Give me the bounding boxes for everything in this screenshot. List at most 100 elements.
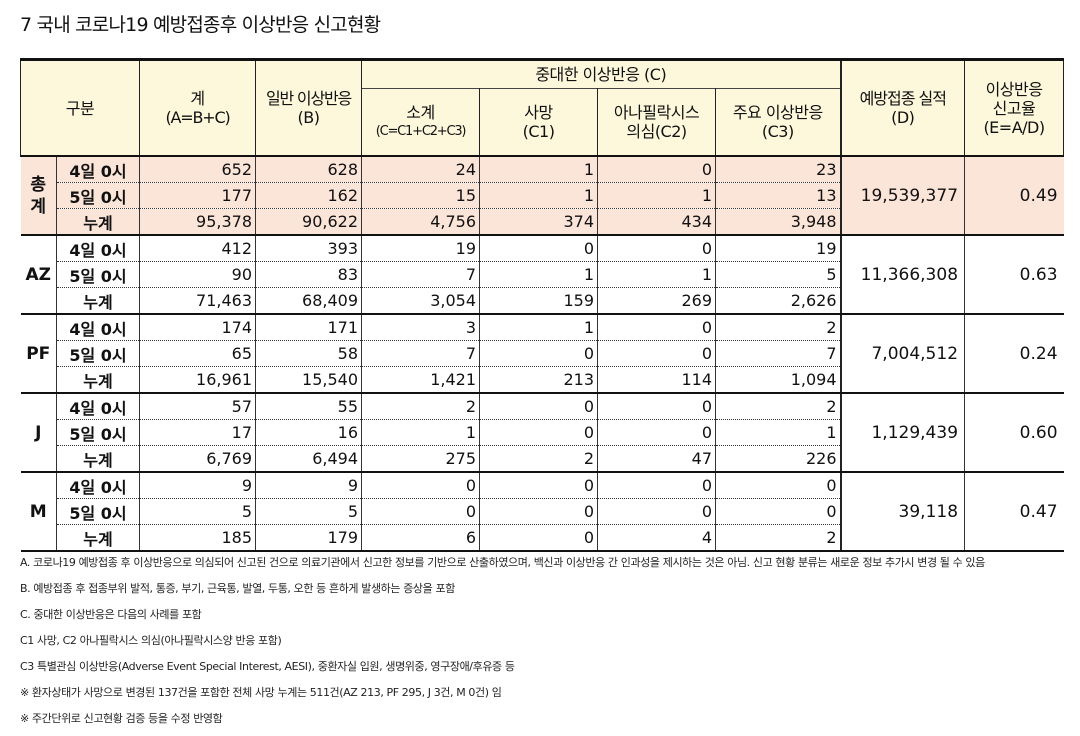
group-name: J [20, 393, 57, 473]
table-cell: 6,494 [255, 445, 362, 473]
header-anaphylaxis: 아나필락시스 의심(C2) [597, 88, 717, 157]
table-row: 누계 71,463 68,409 3,054 159 269 2,626 [21, 287, 1064, 315]
group-pf: PF 4일 0시 174 171 3 1 0 2 7,004,512 0.24 5일 0시 65 58 7… [20, 314, 1064, 394]
vaccination-count: 1,129,439 [839, 393, 965, 473]
adverse-event-table: 구분 계 (A=B+C) 일반 이상반응 (B) 중대한 이상반응 (C) 예방… [19, 58, 1065, 552]
table-cell: 15,540 [255, 366, 362, 394]
table-cell: 0 [597, 472, 716, 499]
row-label: 누계 [56, 524, 141, 552]
table-cell: 275 [361, 445, 480, 473]
table-cell: 174 [139, 314, 256, 341]
note-c: C. 중대한 이상반응은 다음의 사례를 포함 [20, 608, 202, 621]
header-subtotal: 소계 (C=C1+C2+C3) [361, 88, 481, 157]
table-cell: 0 [597, 156, 716, 183]
table-cell: 6,769 [139, 445, 256, 473]
row-label: 5일 0시 [56, 419, 141, 446]
table-cell: 1 [479, 261, 598, 288]
table-cell: 0 [479, 419, 598, 446]
table-cell: 269 [597, 287, 716, 315]
header-rate: 이상반응 신고율 (E=A/D) [964, 58, 1065, 157]
table-cell: 7 [715, 340, 841, 367]
table-cell: 412 [139, 235, 256, 262]
table-cell: 1,421 [361, 366, 480, 394]
table-cell: 3 [361, 314, 480, 341]
row-label: 5일 0시 [56, 498, 141, 525]
note-c1-c2: C1 사망, C2 아나필락시스 의심(아나필락시스양 반응 포함) [20, 634, 282, 647]
table-cell: 434 [597, 208, 716, 236]
table-cell: 628 [255, 156, 362, 183]
table-cell: 90 [139, 261, 256, 288]
header-death: 사망 (C1) [479, 88, 599, 157]
table-cell: 16,961 [139, 366, 256, 394]
table-cell: 65 [139, 340, 256, 367]
header-major: 주요 이상반응 (C3) [715, 88, 842, 157]
table-cell: 5 [715, 261, 841, 288]
table-cell: 68,409 [255, 287, 362, 315]
table-cell: 1 [715, 419, 841, 446]
page-title: 7 국내 코로나19 예방접종후 이상반응 신고현황 [20, 14, 381, 36]
table-cell: 0 [597, 314, 716, 341]
row-label: 누계 [56, 445, 141, 473]
table-cell: 0 [479, 524, 598, 552]
table-cell: 83 [255, 261, 362, 288]
table-cell: 177 [139, 182, 256, 209]
table-cell: 652 [139, 156, 256, 183]
table-cell: 226 [715, 445, 841, 473]
table-cell: 213 [479, 366, 598, 394]
row-label: 5일 0시 [56, 182, 141, 209]
header-total: 계 (A=B+C) [139, 58, 257, 157]
report-rate: 0.24 [964, 314, 1064, 394]
table-cell: 4 [597, 524, 716, 552]
report-rate: 0.63 [964, 235, 1064, 315]
group-name: M [20, 472, 57, 552]
table-cell: 1 [597, 182, 716, 209]
table-cell: 90,622 [255, 208, 362, 236]
group-name: AZ [20, 235, 57, 315]
table-cell: 0 [597, 393, 716, 420]
table-cell: 185 [139, 524, 256, 552]
row-label: 4일 0시 [56, 156, 141, 183]
table-cell: 0 [479, 340, 598, 367]
note-b: B. 예방접종 후 접종부위 발적, 통증, 부기, 근육통, 발열, 두통, … [20, 582, 455, 595]
table-cell: 1 [597, 261, 716, 288]
row-label: 5일 0시 [56, 261, 141, 288]
table-row: PF 4일 0시 174 171 3 1 0 2 7,004,512 0.24 [20, 314, 1064, 394]
table-cell: 3,948 [715, 208, 841, 236]
table-cell: 7 [361, 261, 480, 288]
table-cell: 2 [715, 524, 841, 552]
table-cell: 47 [597, 445, 716, 473]
header-serious: 중대한 이상반응 (C) [361, 58, 842, 89]
note-death-total: ※ 환자상태가 사망으로 변경된 137건을 포함한 전체 사망 누계는 511… [20, 686, 502, 699]
table-cell: 1,094 [715, 366, 841, 394]
table-cell: 3,054 [361, 287, 480, 315]
vaccination-count: 19,539,377 [839, 156, 965, 236]
row-label: 5일 0시 [56, 340, 141, 367]
table-cell: 2 [715, 393, 841, 420]
note-a: A. 코로나19 예방접종 후 이상반응으로 의심되어 신고된 건으로 의료기관… [20, 556, 985, 569]
table-cell: 0 [479, 472, 598, 499]
table-row: 5일 0시 177 162 15 1 1 13 [21, 182, 1064, 209]
table-cell: 58 [255, 340, 362, 367]
table-row: 5일 0시 17 16 1 0 0 1 [21, 419, 1064, 446]
vaccination-count: 11,366,308 [839, 235, 965, 315]
table-cell: 2 [715, 314, 841, 341]
table-cell: 19 [715, 235, 841, 262]
table-row: J 4일 0시 57 55 2 0 0 2 1,129,439 0.60 [20, 393, 1064, 473]
table-cell: 0 [479, 235, 598, 262]
table-cell: 0 [479, 393, 598, 420]
table-cell: 374 [479, 208, 598, 236]
table-cell: 57 [139, 393, 256, 420]
table-cell: 0 [597, 340, 716, 367]
report-rate: 0.49 [964, 156, 1064, 236]
table-cell: 0 [715, 498, 841, 525]
row-label: 누계 [56, 287, 141, 315]
table-cell: 0 [597, 498, 716, 525]
table-cell: 2 [361, 393, 480, 420]
table-row: M 4일 0시 9 9 0 0 0 0 39,118 0.47 [20, 472, 1064, 552]
table-cell: 71,463 [139, 287, 256, 315]
group-name: PF [20, 314, 57, 394]
table-cell: 162 [255, 182, 362, 209]
row-label: 4일 0시 [56, 472, 141, 499]
table-cell: 0 [479, 498, 598, 525]
table-row: 누계 185 179 6 0 4 2 [21, 524, 1064, 552]
